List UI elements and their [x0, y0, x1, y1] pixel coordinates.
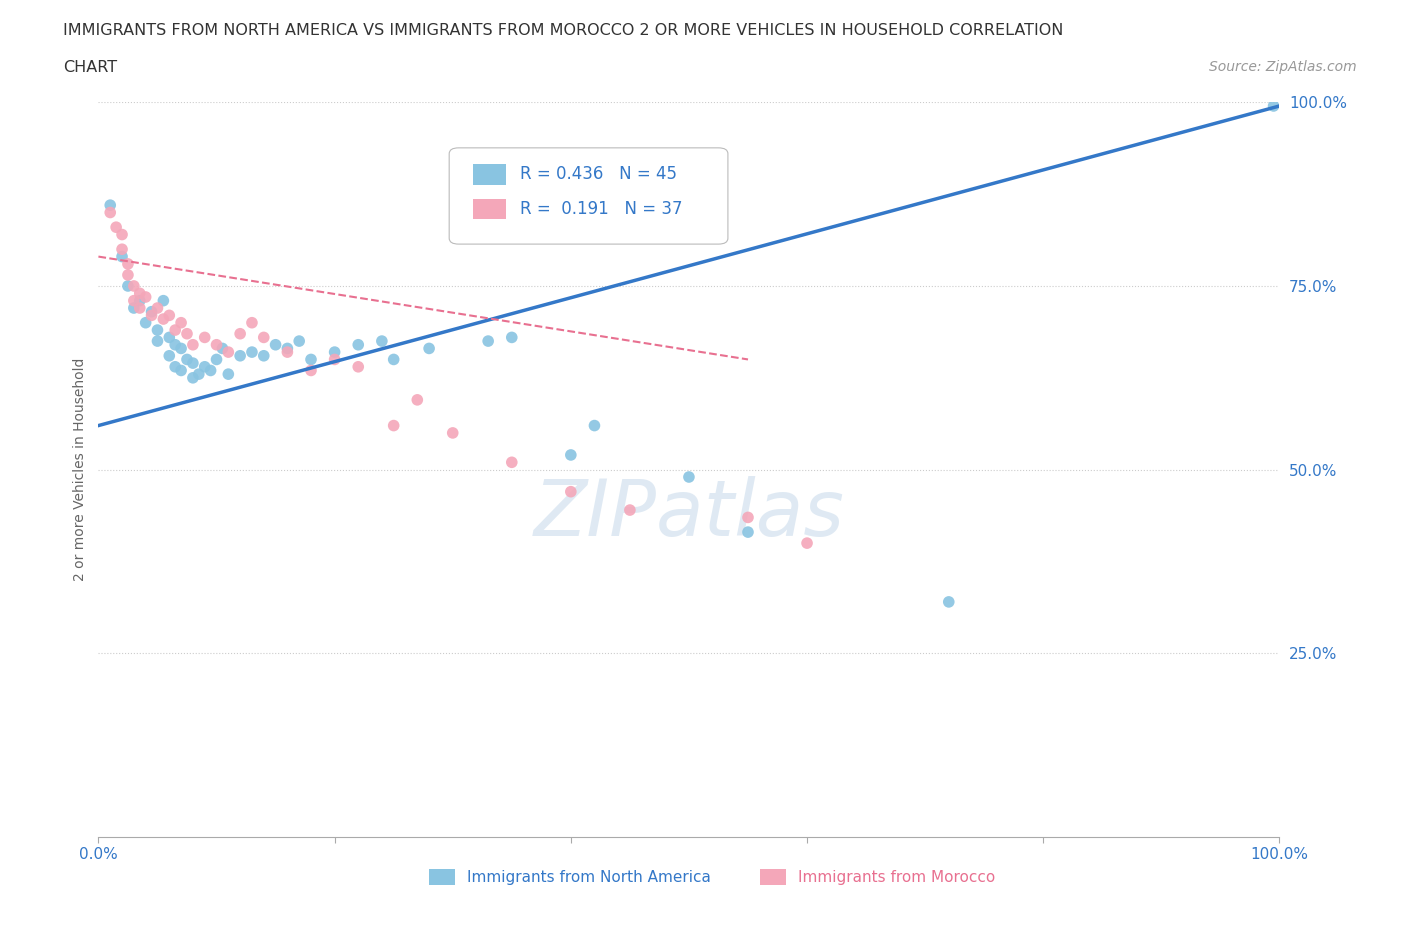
Point	[796, 536, 818, 551]
Point	[141, 308, 163, 323]
Point	[240, 315, 263, 330]
Point	[1263, 99, 1285, 113]
Point	[211, 341, 233, 356]
Point	[382, 418, 405, 433]
Point	[347, 359, 370, 374]
FancyBboxPatch shape	[472, 198, 506, 219]
Text: ZIPatlas: ZIPatlas	[533, 476, 845, 551]
Point	[135, 315, 157, 330]
Point	[938, 594, 960, 609]
Point	[299, 352, 322, 367]
Point	[264, 338, 287, 352]
Point	[165, 359, 187, 374]
Point	[157, 308, 180, 323]
FancyBboxPatch shape	[759, 870, 786, 885]
Point	[276, 341, 298, 356]
Point	[619, 502, 641, 517]
Point	[146, 323, 169, 338]
Point	[181, 370, 204, 385]
Text: IMMIGRANTS FROM NORTH AMERICA VS IMMIGRANTS FROM MOROCCO 2 OR MORE VEHICLES IN H: IMMIGRANTS FROM NORTH AMERICA VS IMMIGRA…	[63, 23, 1064, 38]
Point	[135, 289, 157, 304]
Point	[187, 366, 209, 381]
Point	[117, 279, 139, 294]
Point	[181, 338, 204, 352]
Point	[501, 330, 523, 345]
Point	[276, 345, 298, 360]
Point	[157, 349, 180, 364]
Text: Immigrants from Morocco: Immigrants from Morocco	[797, 870, 995, 885]
Point	[323, 352, 346, 367]
Text: R = 0.436   N = 45: R = 0.436 N = 45	[520, 166, 678, 183]
Point	[122, 293, 145, 308]
Point	[141, 304, 163, 319]
Point	[441, 426, 464, 441]
Point	[477, 334, 499, 349]
Text: CHART: CHART	[63, 60, 117, 75]
Point	[122, 279, 145, 294]
Point	[98, 206, 121, 220]
Point	[194, 359, 217, 374]
Point	[181, 355, 204, 370]
Point	[217, 345, 239, 360]
Point	[253, 349, 276, 364]
Point	[128, 300, 150, 315]
Y-axis label: 2 or more Vehicles in Household: 2 or more Vehicles in Household	[73, 358, 87, 581]
Point	[200, 363, 222, 378]
FancyBboxPatch shape	[449, 148, 728, 244]
Point	[165, 323, 187, 338]
Point	[146, 334, 169, 349]
Text: R =  0.191   N = 37: R = 0.191 N = 37	[520, 200, 682, 218]
Point	[737, 525, 759, 539]
Point	[323, 345, 346, 360]
Point	[170, 315, 193, 330]
Point	[347, 338, 370, 352]
Point	[560, 485, 582, 499]
Point	[146, 300, 169, 315]
Point	[288, 334, 311, 349]
Point	[128, 286, 150, 300]
Point	[117, 257, 139, 272]
Point	[737, 510, 759, 525]
FancyBboxPatch shape	[472, 164, 506, 184]
Point	[418, 341, 440, 356]
Point	[176, 352, 198, 367]
Point	[128, 293, 150, 308]
Point	[229, 349, 252, 364]
Point	[229, 326, 252, 341]
Point	[583, 418, 606, 433]
Text: Immigrants from North America: Immigrants from North America	[467, 870, 711, 885]
Point	[253, 330, 276, 345]
Point	[98, 198, 121, 213]
Point	[111, 249, 134, 264]
Point	[217, 366, 239, 381]
Point	[299, 363, 322, 378]
Point	[382, 352, 405, 367]
Point	[117, 268, 139, 283]
FancyBboxPatch shape	[429, 870, 456, 885]
Point	[406, 392, 429, 407]
Point	[157, 330, 180, 345]
Point	[152, 312, 174, 326]
Point	[560, 447, 582, 462]
Point	[170, 363, 193, 378]
Point	[371, 334, 394, 349]
Point	[176, 326, 198, 341]
Point	[122, 300, 145, 315]
Point	[501, 455, 523, 470]
Point	[205, 352, 228, 367]
Text: Source: ZipAtlas.com: Source: ZipAtlas.com	[1209, 60, 1357, 74]
Point	[170, 341, 193, 356]
Point	[111, 242, 134, 257]
Point	[194, 330, 217, 345]
Point	[240, 345, 263, 360]
Point	[105, 219, 128, 234]
Point	[678, 470, 700, 485]
Point	[152, 293, 174, 308]
Point	[111, 227, 134, 242]
Point	[165, 338, 187, 352]
Point	[205, 338, 228, 352]
